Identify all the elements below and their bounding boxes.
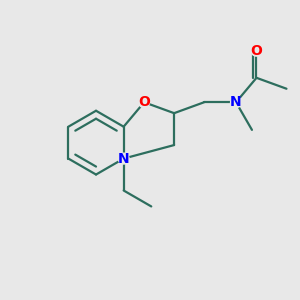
Circle shape [139, 97, 149, 108]
Circle shape [118, 153, 129, 164]
Text: N: N [230, 95, 242, 109]
Circle shape [231, 97, 242, 108]
Text: O: O [138, 95, 150, 109]
Circle shape [251, 45, 262, 56]
Text: N: N [118, 152, 130, 166]
Text: O: O [250, 44, 262, 58]
